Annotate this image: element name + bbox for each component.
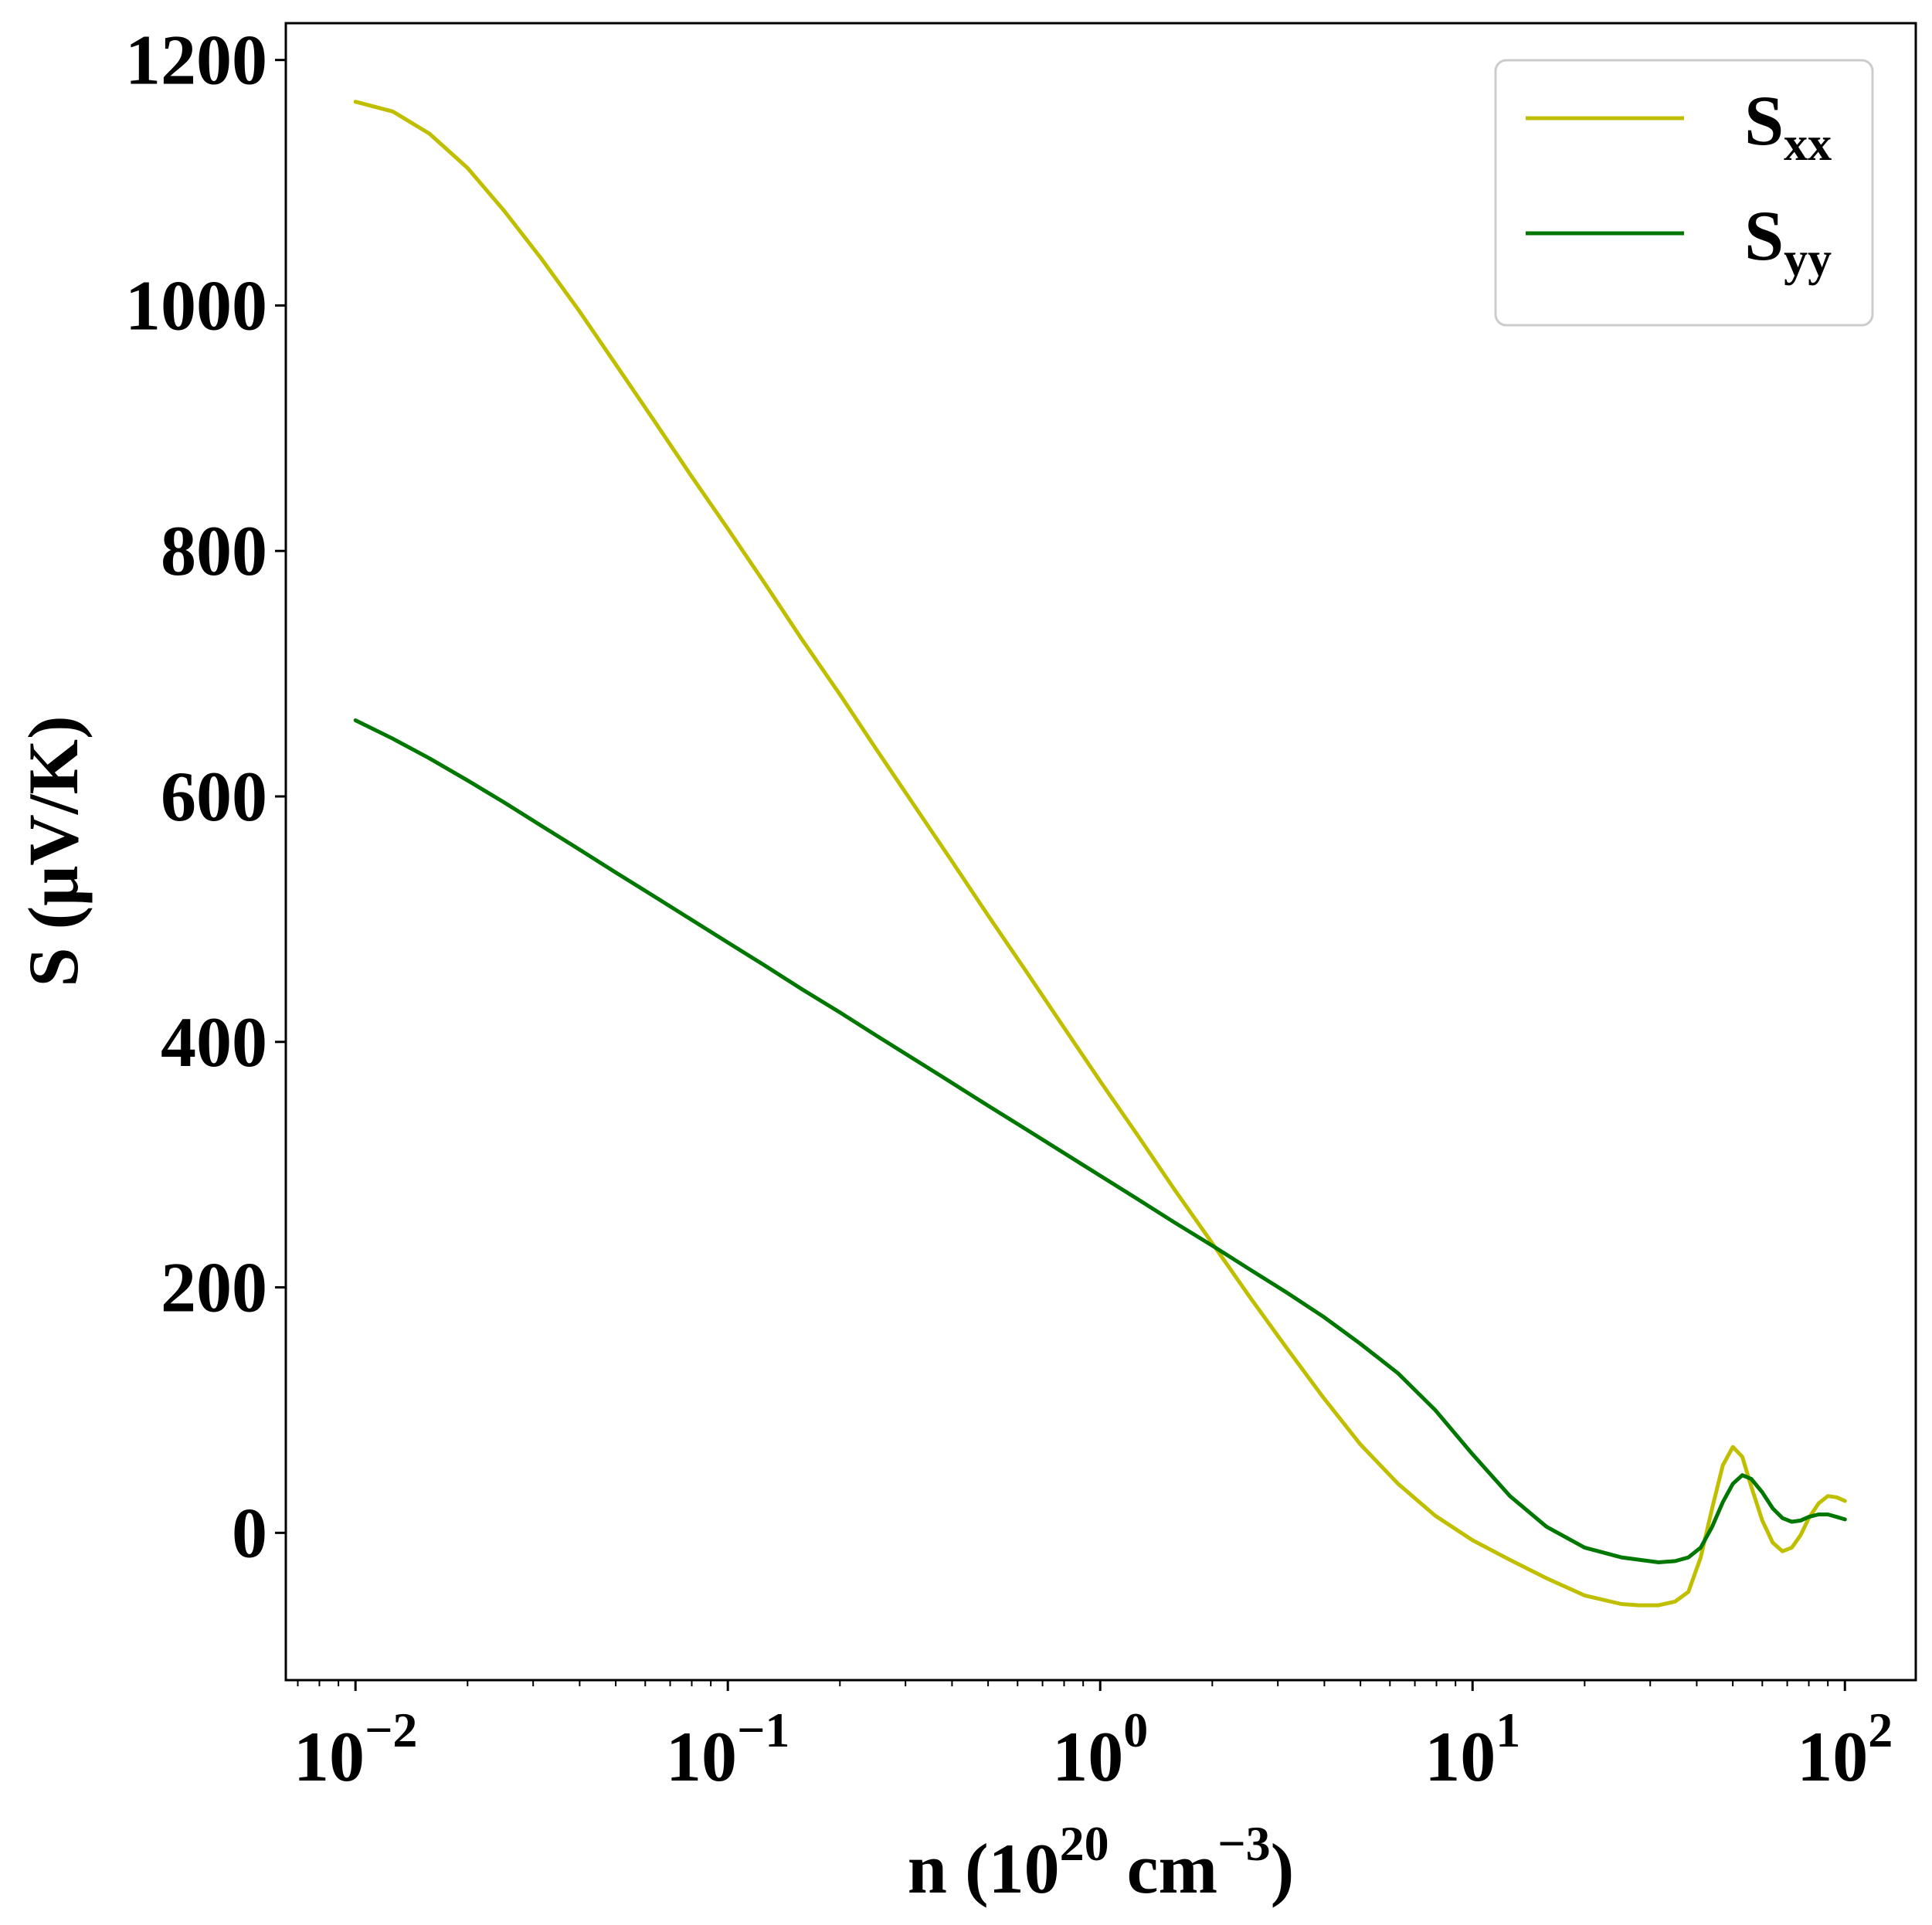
y-tick-label: 1200 xyxy=(125,21,267,100)
x-tick-label: 100 xyxy=(1052,1703,1148,1796)
x-axis-label: n (1020 cm−3) xyxy=(908,1816,1294,1908)
x-tick-label: 10−2 xyxy=(294,1703,417,1796)
x-axis: 10−2 10−1 100 101 102 xyxy=(294,1680,1893,1796)
legend-label-sxx-sub: xx xyxy=(1784,118,1832,171)
y-tick-label: 600 xyxy=(161,757,267,836)
y-tick-label: 0 xyxy=(232,1493,267,1572)
legend: Sxx Syy xyxy=(1494,59,1874,327)
x-axis-label-mid: cm xyxy=(1109,1829,1217,1908)
x-tick-base: 10 xyxy=(666,1717,737,1796)
legend-box xyxy=(1494,59,1874,327)
x-axis-label-end: ) xyxy=(1271,1829,1295,1908)
y-axis-label: S (μV/K) xyxy=(14,715,93,986)
x-tick-base: 10 xyxy=(1797,1717,1868,1796)
x-tick-label: 101 xyxy=(1424,1703,1520,1796)
x-tick-base: 10 xyxy=(1052,1717,1123,1796)
legend-label-syy: Syy xyxy=(1744,196,1832,286)
legend-label-syy-sub: yy xyxy=(1784,233,1832,286)
x-axis-label-sup2: −3 xyxy=(1217,1816,1270,1871)
x-tick-base: 10 xyxy=(294,1717,365,1796)
y-tick-label: 800 xyxy=(161,511,267,590)
x-tick-label: 10−1 xyxy=(666,1703,789,1796)
x-tick-exponent: −1 xyxy=(737,1703,789,1757)
x-tick-exponent: 0 xyxy=(1123,1703,1148,1757)
legend-label-sxx: Sxx xyxy=(1744,81,1832,171)
x-tick-exponent: −2 xyxy=(365,1703,417,1757)
legend-label-sxx-name: S xyxy=(1744,81,1784,160)
y-tick-label: 200 xyxy=(161,1248,267,1327)
series-line-sxx xyxy=(353,100,1847,1608)
series-line-syy xyxy=(353,718,1847,1564)
y-tick-label: 400 xyxy=(161,1003,267,1081)
x-tick-exponent: 2 xyxy=(1868,1703,1893,1757)
x-axis-label-main: n (10 xyxy=(908,1829,1060,1908)
x-tick-base: 10 xyxy=(1424,1717,1496,1796)
legend-label-syy-name: S xyxy=(1744,196,1784,275)
x-axis-label-sup1: 20 xyxy=(1060,1816,1109,1871)
series-lines xyxy=(353,100,1847,1608)
x-tick-exponent: 1 xyxy=(1496,1703,1520,1757)
y-axis: 0 200 400 600 800 1000 1200 xyxy=(125,21,286,1572)
y-tick-label: 1000 xyxy=(125,266,267,345)
x-tick-label: 102 xyxy=(1797,1703,1893,1796)
